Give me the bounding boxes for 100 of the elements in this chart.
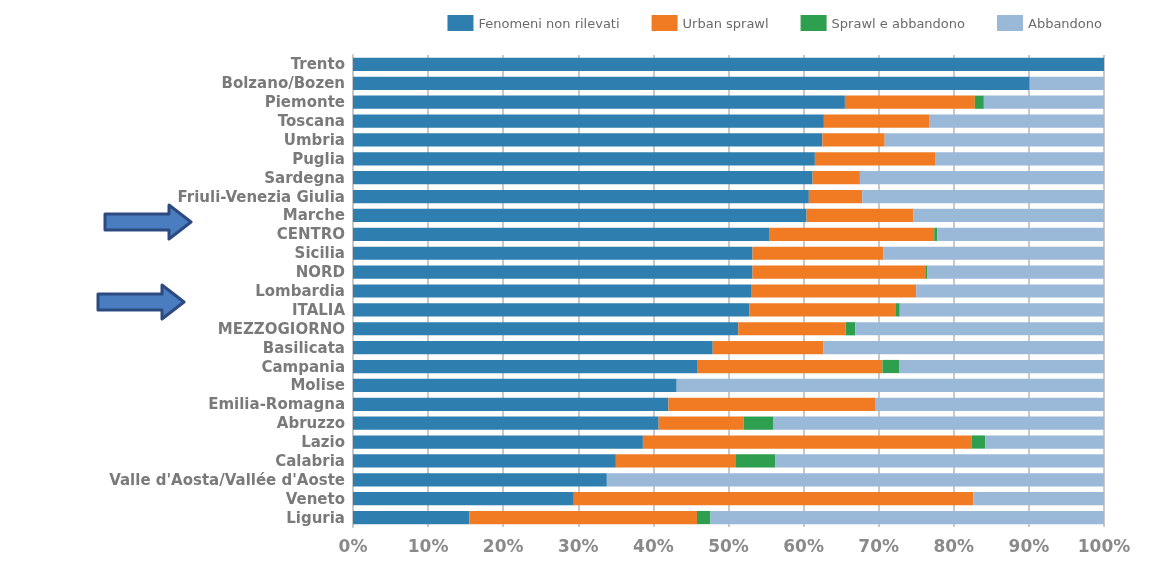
bar [769, 227, 935, 241]
bar [668, 397, 876, 411]
bar [736, 454, 776, 468]
bar [822, 133, 885, 147]
bar [844, 95, 975, 109]
bar [353, 341, 713, 355]
bar [353, 189, 809, 204]
bar [983, 95, 1104, 109]
legend-label: Urban sprawl [682, 15, 769, 31]
bar [862, 189, 1104, 204]
bar [913, 208, 1104, 223]
y-tick-label: Trento [290, 55, 345, 74]
bar [353, 378, 677, 393]
bar [353, 397, 669, 411]
bar [808, 189, 863, 204]
bar [935, 152, 1104, 166]
bar [353, 492, 574, 506]
bar [973, 492, 1104, 506]
bar [353, 152, 815, 166]
y-tick-label: MEZZOGIORNO [217, 319, 345, 338]
bar [899, 303, 1104, 317]
y-tick-label: NORD [295, 263, 345, 282]
bar [1029, 76, 1104, 90]
y-tick-label: Piemonte [264, 93, 345, 112]
bar [884, 133, 1104, 147]
bar [812, 171, 860, 185]
bar [823, 341, 1104, 355]
y-tick-label: Sicilia [294, 244, 345, 263]
y-tick-label: Sardegna [264, 168, 345, 187]
bar [895, 303, 900, 317]
y-tick-label: Emilia-Romagna [208, 395, 345, 414]
legend-label: Abbandono [1028, 15, 1103, 31]
bar [353, 133, 823, 147]
y-tick-label: Marche [282, 206, 345, 225]
bar [658, 416, 744, 430]
bar [971, 435, 986, 449]
bar [882, 359, 899, 374]
bar [353, 359, 698, 374]
bar [353, 284, 752, 298]
bar [353, 95, 845, 109]
bar [775, 454, 1104, 468]
bar [353, 227, 770, 241]
y-tick-label: Valle d'Aosta/Vallée d'Aoste [109, 470, 345, 489]
bar [937, 227, 1104, 241]
bar [353, 114, 824, 128]
x-tick-label: 50% [708, 535, 749, 556]
x-tick-label: 70% [858, 535, 900, 556]
bar [974, 95, 984, 109]
x-tick-label: 40% [633, 535, 674, 556]
bar [353, 435, 643, 449]
bar [697, 359, 883, 374]
y-tick-label: Campania [261, 357, 345, 376]
bar [353, 303, 750, 317]
bar [814, 152, 936, 166]
bar [916, 284, 1104, 298]
y-tick-label: CENTRO [276, 225, 345, 244]
legend-label: Sprawl e abbandono [831, 15, 966, 31]
y-tick-label: Lazio [301, 433, 345, 452]
y-tick-label: Molise [290, 376, 345, 395]
bar [573, 492, 974, 506]
bar [469, 510, 697, 525]
bar [743, 416, 774, 430]
bar [985, 435, 1104, 449]
bar [898, 359, 1104, 374]
bar [353, 473, 607, 487]
bar [353, 510, 470, 525]
bar [710, 510, 1104, 525]
bar [353, 208, 807, 223]
y-tick-label: Bolzano/Bozen [221, 74, 345, 93]
y-tick-label: Abruzzo [276, 414, 345, 433]
bar [934, 227, 938, 241]
bar [927, 265, 1104, 279]
y-tick-label: Basilicata [262, 338, 345, 357]
y-tick-label: Veneto [285, 489, 345, 508]
bar [925, 265, 928, 279]
bar [353, 76, 1030, 90]
x-tick-label: 80% [933, 535, 975, 556]
bar [749, 303, 896, 317]
y-tick-label: Lombardia [255, 282, 345, 300]
bar [353, 171, 813, 185]
x-tick-label: 0% [338, 535, 368, 556]
bar [353, 57, 1104, 72]
bar [353, 246, 753, 260]
bar [883, 246, 1104, 260]
legend-label: Fenomeni non rilevati [478, 15, 620, 31]
x-tick-label: 60% [783, 535, 824, 556]
bar [712, 341, 824, 355]
bar [823, 114, 930, 128]
bar [606, 473, 1104, 487]
bar [773, 416, 1104, 430]
bar [676, 378, 1104, 393]
y-tick-label: ITALIA [291, 300, 346, 319]
y-tick-label: Liguria [286, 508, 345, 527]
y-tick-label: Friuli-Venezia Giulia [177, 187, 345, 206]
y-tick-label: Umbria [283, 130, 345, 149]
bar [875, 397, 1104, 411]
bar [353, 265, 753, 279]
bar [353, 454, 616, 468]
bar [738, 322, 846, 336]
x-tick-label: 30% [557, 535, 599, 556]
